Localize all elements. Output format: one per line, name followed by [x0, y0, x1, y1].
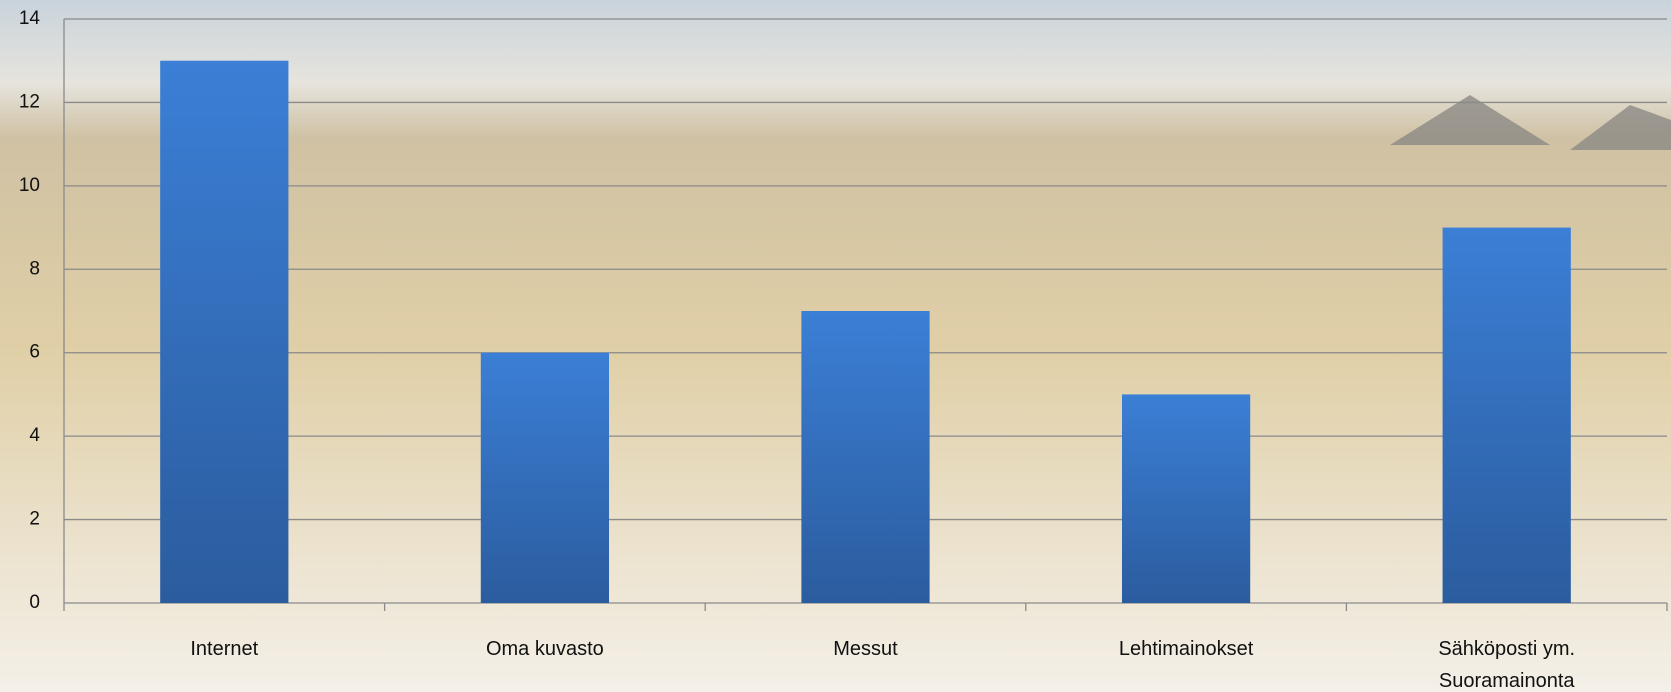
x-tick-label: Lehtimainokset	[1118, 638, 1254, 660]
y-tick-label: 10	[19, 175, 40, 196]
mountains	[1390, 95, 1671, 150]
bar	[801, 311, 930, 603]
y-tick-label: 12	[19, 91, 40, 112]
y-tick-label: 4	[29, 425, 40, 446]
bar	[480, 352, 610, 603]
y-tick-label: 6	[29, 342, 40, 363]
x-tick-label: Oma kuvasto	[485, 638, 604, 660]
y-tick-label: 8	[29, 258, 40, 279]
x-tick-label: Messut	[833, 638, 898, 660]
bar	[1442, 227, 1571, 604]
bar	[160, 60, 289, 603]
y-tick-label: 2	[29, 509, 40, 530]
y-tick-label: 14	[19, 8, 41, 29]
y-tick-label: 0	[29, 592, 40, 613]
x-tick-label: Sähköposti ym. Suoramainonta	[1438, 638, 1576, 692]
bar	[1121, 394, 1251, 603]
x-tick-label: Internet	[190, 638, 259, 660]
